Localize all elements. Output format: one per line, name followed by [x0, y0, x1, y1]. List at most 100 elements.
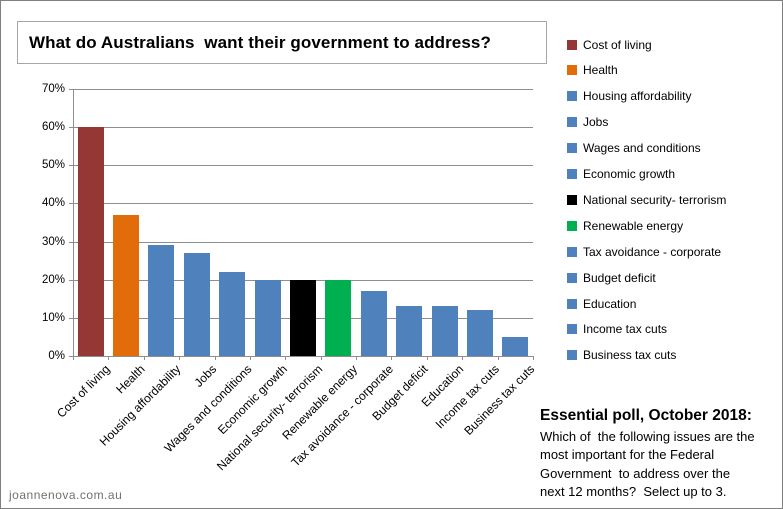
bar: [219, 272, 245, 356]
gridline: [73, 89, 533, 90]
legend-label: Income tax cuts: [583, 322, 668, 337]
y-axis-label: 70%: [41, 83, 65, 95]
legend-label: Budget deficit: [583, 270, 656, 285]
x-axis-tick: [108, 356, 109, 360]
x-axis-tick: [73, 356, 74, 360]
legend-label: Tax avoidance - corporate: [583, 244, 722, 259]
y-axis-tick: [69, 203, 73, 204]
bar: [113, 215, 139, 356]
legend-swatch: [567, 324, 577, 335]
watermark: joannenova.com.au: [9, 488, 123, 502]
source-note-heading: Essential poll, October 2018:: [540, 407, 752, 424]
legend-swatch: [567, 39, 577, 50]
legend-label: National security- terrorism: [583, 192, 727, 207]
legend-label: Housing affordability: [583, 89, 692, 104]
y-axis-tick: [69, 89, 73, 90]
x-axis-tick: [321, 356, 322, 360]
legend-item: Tax avoidance - corporate: [567, 239, 721, 265]
x-axis-line: [73, 356, 534, 357]
y-axis-tick: [69, 165, 73, 166]
y-axis-label: 20%: [41, 274, 65, 286]
legend-item: Budget deficit: [567, 265, 656, 291]
chart-title: What do Australians want their governmen…: [29, 32, 491, 52]
legend-item: Business tax cuts: [567, 342, 676, 368]
x-axis-tick: [498, 356, 499, 360]
gridline: [73, 165, 533, 166]
y-axis-tick: [69, 127, 73, 128]
legend-swatch: [567, 272, 577, 283]
legend-swatch: [567, 350, 577, 361]
source-note-line: Which of the following issues are the: [540, 429, 755, 444]
legend-label: Education: [583, 296, 637, 311]
legend-swatch: [567, 143, 577, 154]
bar: [467, 310, 493, 356]
x-axis-tick: [356, 356, 357, 360]
gridline: [73, 203, 533, 204]
chart-title-box: What do Australians want their governmen…: [17, 21, 547, 64]
legend-swatch: [567, 65, 577, 76]
x-axis-tick: [391, 356, 392, 360]
x-axis-tick: [144, 356, 145, 360]
x-axis-tick: [285, 356, 286, 360]
y-axis-tick: [69, 318, 73, 319]
legend-label: Health: [583, 63, 618, 78]
y-axis-label: 10%: [41, 312, 65, 324]
y-axis-label: 0%: [48, 350, 65, 362]
y-axis-label: 30%: [41, 236, 65, 248]
legend-label: Wages and conditions: [583, 141, 701, 156]
bar: [325, 280, 351, 356]
legend-swatch: [567, 117, 577, 128]
legend-item: Education: [567, 291, 636, 317]
legend-label: Jobs: [583, 115, 609, 130]
gridline: [73, 242, 533, 243]
bar: [396, 306, 422, 356]
source-note-line: most important for the Federal: [540, 447, 715, 463]
y-axis-tick: [69, 280, 73, 281]
legend-item: Cost of living: [567, 32, 652, 58]
source-note-line: next 12 months? Select up to 3.: [540, 483, 727, 499]
legend-swatch: [567, 169, 577, 179]
y-axis-tick: [69, 356, 73, 357]
legend-swatch: [567, 298, 577, 309]
legend-label: Cost of living: [583, 37, 652, 52]
y-axis-label: 50%: [41, 159, 65, 171]
bar: [148, 245, 174, 356]
x-axis-tick: [462, 356, 463, 360]
bar: [502, 337, 528, 356]
y-axis-line: [73, 89, 74, 356]
legend-item: Economic growth: [567, 161, 675, 187]
legend-swatch: [567, 194, 577, 205]
legend-item: Renewable energy: [567, 213, 683, 239]
y-axis-tick: [69, 242, 73, 243]
bar: [78, 127, 104, 356]
legend-item: Income tax cuts: [567, 316, 667, 342]
x-axis-tick: [215, 356, 216, 360]
legend-item: Jobs: [567, 109, 608, 135]
legend-label: Business tax cuts: [583, 348, 677, 363]
legend-swatch: [567, 220, 577, 231]
bar: [432, 306, 458, 356]
gridline: [73, 127, 533, 128]
x-axis-tick: [533, 356, 534, 360]
legend-item: Health: [567, 57, 618, 83]
bar: [184, 253, 210, 356]
y-axis-label: 60%: [41, 121, 65, 133]
legend-label: Renewable energy: [583, 218, 684, 233]
legend-item: Housing affordability: [567, 83, 692, 109]
x-axis-label: Jobs: [190, 362, 219, 390]
legend-swatch: [567, 246, 577, 257]
x-axis-tick: [250, 356, 251, 360]
y-axis-label: 40%: [41, 197, 65, 209]
source-note-line: Government to address over the: [540, 465, 731, 481]
source-note: Essential poll, October 2018: Which of t…: [540, 407, 780, 501]
bar: [361, 291, 387, 356]
legend-item: National security- terrorism: [567, 187, 726, 213]
x-axis-label: Cost of living: [54, 362, 113, 421]
legend-item: Wages and conditions: [567, 135, 701, 161]
bar: [255, 280, 281, 356]
x-axis-tick: [427, 356, 428, 360]
legend-swatch: [567, 91, 577, 102]
bar: [290, 280, 316, 356]
